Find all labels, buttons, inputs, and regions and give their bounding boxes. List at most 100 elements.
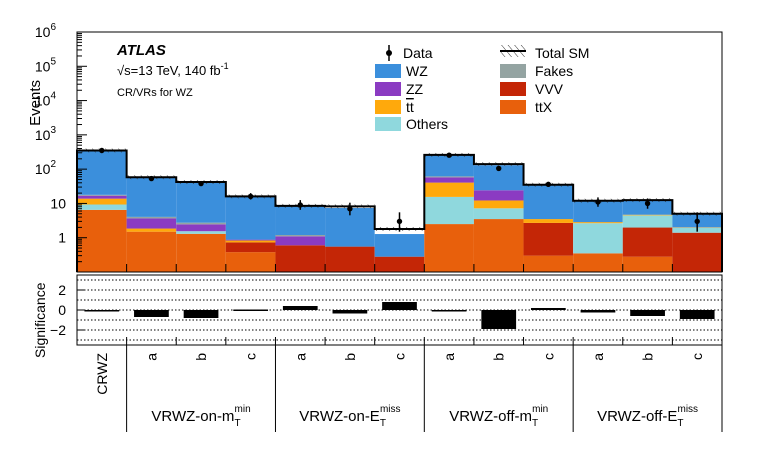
significance-bar-bin-6 (382, 302, 417, 310)
bin-label-1: a (143, 353, 159, 361)
bar-zz-bin-4 (275, 236, 326, 246)
bar-ttx-bin-8 (473, 219, 524, 272)
bar-zz-bin-7 (424, 177, 474, 183)
data-point-bin-2 (198, 180, 204, 187)
bar-ttx-bin-10 (573, 253, 623, 272)
group-label-1: VRWZ-on-ETmiss (299, 404, 400, 429)
significance-bar-bin-2 (183, 310, 219, 318)
bin-label-6: c (392, 353, 408, 360)
bar-ttx-bin-0 (77, 209, 127, 272)
bin-label-7: a (441, 353, 457, 361)
bar-tt-bin-8 (473, 200, 524, 209)
significance-bar-bin-7 (431, 310, 467, 312)
significance-bars-layer (84, 302, 715, 329)
y-axis-label: Events (27, 80, 44, 126)
group-label-3: VRWZ-off-ETmiss (597, 404, 698, 429)
bin-label-5: b (342, 353, 358, 361)
data-point-bin-0 (99, 147, 105, 154)
data-point-bin-6 (396, 218, 403, 225)
bar-wz-bin-2 (176, 182, 226, 223)
bar-tt-bin-11 (622, 214, 673, 216)
data-point-bin-11 (644, 200, 651, 207)
y-tick-label-6: 1 (58, 230, 66, 246)
data-point-bin-9 (545, 181, 552, 188)
bin-label-10: a (590, 353, 606, 361)
legend-data-label: Data (403, 45, 433, 61)
data-point-bin-1 (148, 175, 155, 182)
sig-tick-label-2: −2 (50, 322, 66, 338)
bar-tt-bin-1 (126, 228, 177, 232)
bar-tt-bin-7 (424, 182, 474, 197)
bar-others-bin-0 (77, 204, 127, 210)
bar-wz-bin-10 (573, 200, 623, 223)
subtitle-energy-sup: -1 (221, 61, 229, 71)
bar-tt-bin-3 (225, 240, 276, 243)
y-tick-label-0: 106 (35, 22, 57, 40)
bar-fakes-bin-0 (77, 194, 127, 196)
bin-label-3: c (243, 353, 259, 360)
bar-fakes-bin-7 (424, 176, 474, 178)
significance-bar-bin-11 (630, 310, 665, 316)
y-tick-label-5: 10 (50, 195, 66, 211)
bar-vvv-bin-5 (325, 246, 375, 272)
legend-zz-label: ZZ (406, 81, 424, 97)
bar-wz-bin-0 (77, 151, 127, 195)
legend-wz-swatch (375, 64, 401, 78)
significance-bar-bin-4 (282, 306, 318, 310)
legend-fakes-swatch (500, 64, 526, 78)
bin-label-11: b (640, 353, 656, 361)
significance-bar-bin-12 (679, 310, 715, 319)
bar-others-bin-2 (176, 231, 226, 234)
bar-vvv-bin-9 (523, 222, 574, 256)
significance-bar-bin-8 (481, 310, 517, 329)
bar-fakes-bin-1 (126, 216, 177, 219)
bar-tt-bin-0 (77, 198, 127, 205)
sig-tick-label-0: 2 (58, 282, 66, 298)
bar-ttx-bin-2 (176, 233, 226, 272)
chart-title: ATLAS (116, 42, 166, 59)
bin-label-9: c (540, 353, 556, 360)
legend-ttx-label: ttX (535, 99, 553, 115)
bar-vvv-bin-12 (672, 232, 722, 272)
bar-ttx-bin-3 (225, 252, 276, 272)
bin-label-0: CRWZ (94, 353, 110, 395)
legend-fakes-label: Fakes (535, 63, 573, 79)
main-frame (76, 31, 723, 273)
bin-label-4: a (292, 353, 308, 361)
data-points-layer (99, 147, 700, 232)
significance-bar-bin-9 (530, 308, 566, 310)
bar-fakes-bin-4 (275, 234, 326, 237)
y-tick-label-4: 102 (35, 159, 57, 177)
bar-wz-bin-9 (523, 185, 574, 220)
bar-vvv-bin-4 (275, 245, 326, 272)
significance-bar-bin-0 (84, 310, 120, 312)
bar-vvv-bin-3 (225, 242, 276, 253)
bin-label-2: b (193, 353, 209, 361)
bar-zz-bin-3 (225, 239, 276, 241)
bar-zz-bin-2 (176, 224, 226, 232)
y-tick-label-1: 105 (35, 56, 57, 74)
legend-wz-label: WZ (406, 63, 428, 79)
legend-vvv-label: VVV (535, 81, 564, 97)
bar-others-bin-10 (573, 223, 623, 254)
legend-ttx-swatch (500, 100, 526, 114)
legend-data-marker (386, 50, 392, 56)
bar-vvv-bin-11 (622, 227, 673, 257)
data-point-bin-4 (297, 202, 303, 208)
sig-tick-label-1: 0 (58, 302, 66, 318)
bar-ttx-bin-9 (523, 255, 574, 272)
bar-others-bin-11 (622, 215, 673, 228)
bar-vvv-bin-6 (374, 256, 425, 272)
stack-layer (77, 151, 722, 272)
bar-wz-bin-7 (424, 154, 474, 177)
y-tick-label-3: 103 (35, 125, 57, 143)
significance-bar-bin-10 (580, 310, 616, 313)
bar-wz-bin-4 (275, 205, 326, 235)
legend-zz-swatch (375, 82, 401, 96)
bar-zz-bin-8 (473, 190, 524, 201)
significance-bar-bin-5 (332, 310, 368, 314)
bin-label-12: c (689, 353, 705, 360)
subtitle-region: CR/VRs for WZ (117, 87, 193, 99)
